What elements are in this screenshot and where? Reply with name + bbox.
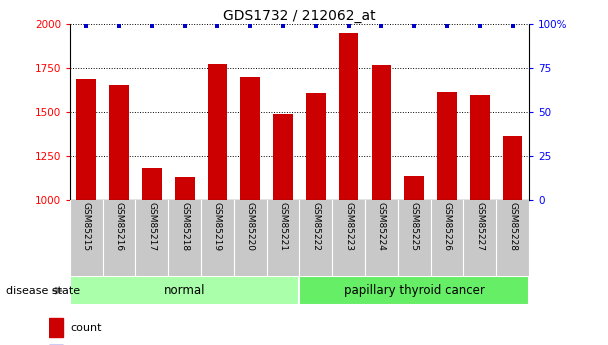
Bar: [109, 85, 129, 200]
Title: GDS1732 / 212062_at: GDS1732 / 212062_at: [223, 9, 376, 23]
Text: GSM85216: GSM85216: [114, 203, 123, 252]
Text: GSM85227: GSM85227: [475, 203, 485, 252]
Text: GSM85222: GSM85222: [311, 203, 320, 251]
Bar: [207, 64, 227, 200]
Text: GSM85228: GSM85228: [508, 203, 517, 252]
Text: GSM85225: GSM85225: [410, 203, 419, 252]
Bar: [404, 176, 424, 200]
Text: papillary thyroid cancer: papillary thyroid cancer: [344, 284, 485, 297]
Bar: [49, 318, 63, 337]
Text: GSM85226: GSM85226: [443, 203, 452, 252]
Text: GSM85224: GSM85224: [377, 203, 386, 251]
Text: normal: normal: [164, 284, 206, 297]
Bar: [339, 33, 359, 200]
Text: GSM85220: GSM85220: [246, 203, 255, 252]
Bar: [299, 276, 529, 305]
Bar: [240, 77, 260, 200]
Text: disease state: disease state: [6, 286, 80, 296]
Bar: [175, 177, 195, 200]
Text: GSM85223: GSM85223: [344, 203, 353, 252]
Bar: [437, 92, 457, 200]
Text: GSM85217: GSM85217: [147, 203, 156, 252]
Text: count: count: [71, 323, 102, 333]
Bar: [306, 93, 326, 200]
Bar: [77, 79, 96, 200]
Text: GSM85215: GSM85215: [82, 203, 91, 252]
Bar: [371, 65, 392, 200]
Bar: [503, 136, 522, 200]
Bar: [273, 114, 293, 200]
Bar: [70, 276, 299, 305]
Bar: [142, 168, 162, 200]
Text: GSM85218: GSM85218: [180, 203, 189, 252]
Text: GSM85219: GSM85219: [213, 203, 222, 252]
Text: GSM85221: GSM85221: [278, 203, 288, 252]
Bar: [470, 95, 489, 200]
